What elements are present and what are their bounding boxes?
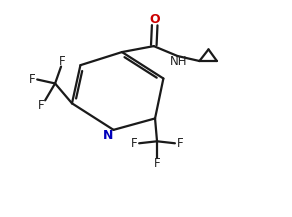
Text: F: F [38, 99, 44, 112]
Text: O: O [150, 13, 160, 26]
Text: F: F [154, 157, 160, 170]
Text: F: F [29, 73, 36, 86]
Text: F: F [177, 137, 183, 150]
Text: N: N [103, 129, 114, 142]
Text: F: F [59, 55, 65, 68]
Text: F: F [131, 137, 138, 150]
Text: NH: NH [170, 56, 187, 69]
